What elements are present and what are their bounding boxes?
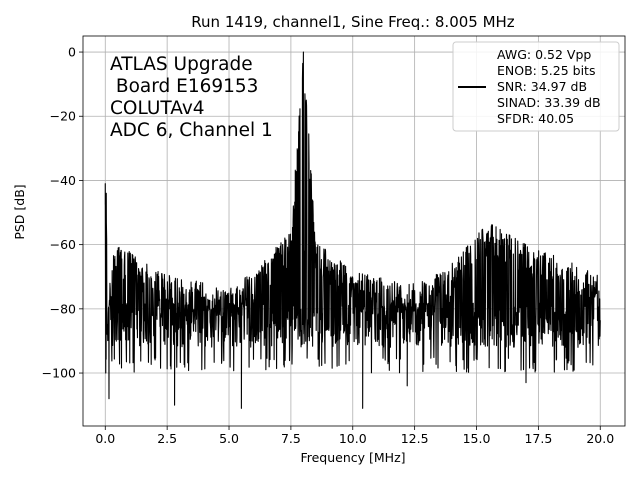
legend-entry: SFDR: 40.05	[497, 111, 574, 126]
x-tick-label: 10.0	[339, 431, 367, 446]
y-tick-label: −20	[50, 109, 76, 124]
x-axis-ticks: 0.0 2.5 5.0 7.5 10.0 12.5 15.0 17.5 20.0	[95, 426, 614, 446]
x-tick-label: 17.5	[524, 431, 552, 446]
psd-series	[104, 51, 601, 409]
x-tick-label: 5.0	[219, 431, 239, 446]
y-tick-label: −40	[50, 173, 76, 188]
x-tick-label: 2.5	[157, 431, 177, 446]
psd-trace	[104, 51, 601, 409]
y-axis-label: PSD [dB]	[12, 184, 27, 239]
x-tick-label: 12.5	[401, 431, 429, 446]
chart-title: Run 1419, channel1, Sine Freq.: 8.005 MH…	[191, 13, 515, 31]
annotation-line: Board E169153	[110, 76, 258, 97]
plot-frame	[82, 35, 626, 427]
y-tick-label: −60	[50, 237, 76, 252]
y-tick-label: −100	[42, 366, 76, 381]
x-tick-label: 15.0	[463, 431, 491, 446]
x-tick-label: 20.0	[586, 431, 614, 446]
x-tick-label: 0.0	[95, 431, 115, 446]
annotation-line: COLUTAv4	[110, 98, 205, 119]
y-tick-label: −80	[50, 301, 76, 316]
annotation-line: ATLAS Upgrade	[110, 54, 253, 75]
x-tick-label: 7.5	[281, 431, 301, 446]
x-axis-label: Frequency [MHz]	[300, 450, 405, 465]
y-tick-label: 0	[68, 45, 76, 60]
annotation-line: ADC 6, Channel 1	[110, 120, 273, 141]
legend-entry: SINAD: 33.39 dB	[497, 95, 601, 110]
y-axis-ticks: 0 −20 −40 −60 −80 −100	[42, 45, 83, 381]
legend-entry: SNR: 34.97 dB	[497, 79, 587, 94]
legend-entry: AWG: 0.52 Vpp	[497, 47, 591, 62]
legend-entry: ENOB: 5.25 bits	[497, 63, 595, 78]
legend-box	[452, 41, 620, 132]
